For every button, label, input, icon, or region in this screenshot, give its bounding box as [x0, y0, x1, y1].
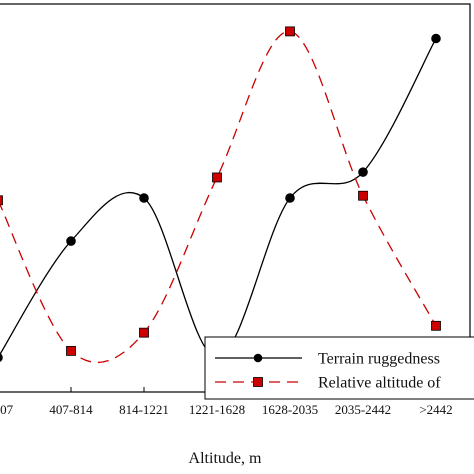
x-tick-label-4: 1628-2035	[262, 402, 318, 417]
point-2-2	[139, 327, 149, 338]
plot-frame	[0, 3, 471, 393]
series-line-1	[0, 38, 437, 359]
series-layer	[0, 26, 441, 363]
point-1-1	[66, 236, 76, 246]
point-1-4	[285, 193, 295, 203]
x-tick-label-1: 407-814	[49, 402, 93, 417]
legend: Terrain ruggedness Relative altitude of	[204, 336, 474, 400]
point-1-0	[0, 353, 3, 362]
point-2-4	[285, 26, 295, 37]
legend-label-2: Relative altitude of	[318, 375, 441, 392]
x-tick-label-6: >2442	[419, 402, 452, 417]
series-line-2	[0, 30, 437, 363]
point-1-6	[431, 33, 441, 44]
point-1-5	[358, 167, 368, 177]
point-2-1	[66, 346, 76, 356]
x-tick-label-0: 0-407	[0, 402, 14, 417]
series-2	[0, 26, 441, 363]
point-2-5	[358, 190, 368, 201]
point-2-3	[212, 172, 222, 183]
legend-label-1: Terrain ruggedness	[318, 351, 440, 368]
x-axis-title: Altitude, m	[189, 450, 262, 467]
legend-marker-2	[253, 377, 263, 387]
legend-marker-1	[253, 353, 263, 363]
x-tick-label-5: 2035-2442	[335, 402, 391, 417]
x-tick-label-2: 814-1221	[119, 402, 169, 417]
x-tick-label-3: 1221-1628	[189, 402, 245, 417]
x-tick-labels: 0-407 407-814 814-1221 1221-1628 1628-2035 20…	[0, 387, 453, 417]
series-1	[0, 33, 441, 363]
plot-border	[0, 3, 471, 393]
point-2-0	[0, 195, 3, 206]
legend-box	[204, 336, 474, 400]
point-1-2	[139, 193, 149, 203]
point-2-6	[431, 320, 441, 331]
